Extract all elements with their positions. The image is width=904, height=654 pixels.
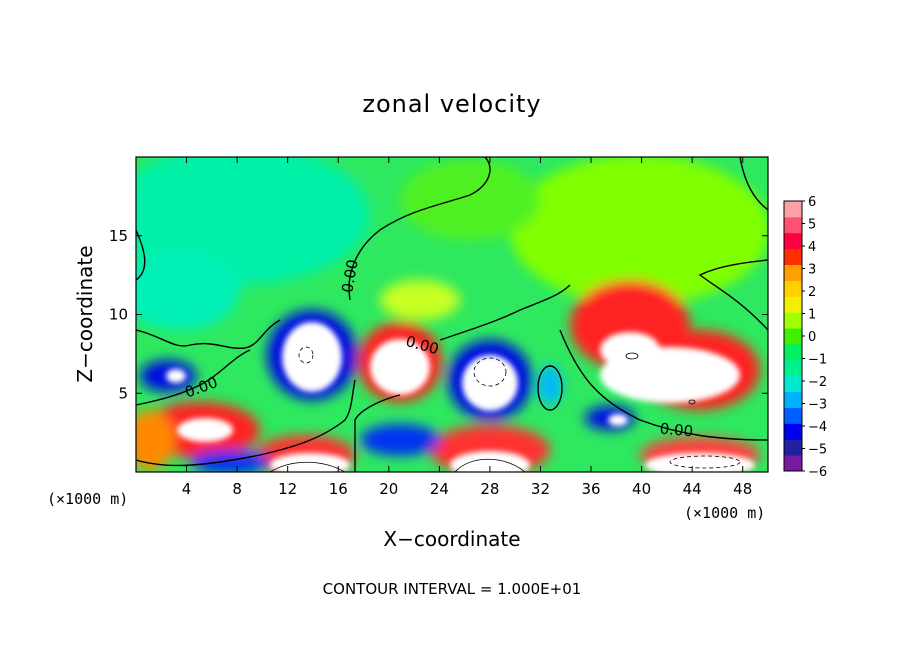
colorbar-tick-label: −3 [808, 398, 827, 413]
colorbar-segment [784, 216, 802, 234]
x-tick-label: 40 [632, 480, 651, 498]
colorbar-tick-label: −5 [808, 443, 827, 458]
x-tick-label: 20 [379, 480, 398, 498]
colorbar-segment [784, 343, 802, 361]
chart-title: zonal velocity [362, 90, 541, 118]
colorbar-segment [784, 280, 802, 297]
colorbar-tick-label: −1 [808, 353, 827, 368]
y-tick-label: 10 [109, 306, 128, 324]
colorbar-segment [784, 455, 802, 472]
x-axis: 4 8 12 16 20 24 28 32 36 40 44 48 [182, 157, 752, 498]
colorbar-segment [784, 375, 802, 393]
contour-labels: 0.00 0.00 0.00 0.00 [183, 258, 694, 440]
colorbar-tick-label: −2 [808, 375, 827, 390]
x-tick-label: 24 [430, 480, 449, 498]
colorbar-tick-label: 6 [808, 195, 816, 210]
x-unit-right: (×1000 m) [684, 504, 765, 522]
colorbar-ticks: 6 5 4 3 2 1 0 −1 −2 −3 −4 −5 −6 [802, 195, 827, 480]
colorbar-tick-label: 1 [808, 308, 816, 323]
colorbar-segment [784, 201, 802, 218]
colorbar-tick-label: 0 [808, 330, 816, 345]
contour-label: 0.00 [338, 258, 362, 294]
x-tick-label: 28 [480, 480, 499, 498]
colorbar-segment [784, 232, 802, 250]
colorbar-tick-label: 3 [808, 263, 816, 278]
x-tick-label: 32 [531, 480, 550, 498]
x-tick-label: 48 [733, 480, 752, 498]
colorbar [783, 200, 803, 472]
x-unit-left: (×1000 m) [47, 490, 128, 508]
heatmap-field [136, 157, 768, 472]
colorbar-segment [784, 407, 802, 424]
colorbar-segment [784, 391, 802, 408]
colorbar-segment [784, 264, 802, 281]
colorbar-tick-label: −6 [808, 465, 827, 480]
x-axis-label: X−coordinate [383, 527, 520, 551]
x-tick-label: 4 [182, 480, 192, 498]
y-axis-label: Z−coordinate [73, 245, 97, 382]
colorbar-segment [784, 439, 802, 456]
colorbar-segment [784, 296, 802, 313]
colorbar-segment [784, 423, 802, 440]
colorbar-tick-label: 5 [808, 218, 816, 233]
colorbar-segment [784, 328, 802, 345]
y-tick-label: 15 [109, 227, 128, 245]
colorbar-tick-label: −4 [808, 420, 827, 435]
contour-label: 0.00 [659, 420, 694, 441]
colorbar-segment [784, 359, 802, 377]
y-axis: 5 10 15 [109, 227, 768, 402]
colorbar-segment [784, 248, 802, 266]
contour-interval-note: CONTOUR INTERVAL = 1.000E+01 [323, 580, 582, 598]
y-tick-label: 5 [118, 384, 128, 402]
x-tick-label: 12 [278, 480, 297, 498]
colorbar-segment [784, 312, 802, 329]
x-tick-label: 36 [581, 480, 600, 498]
x-tick-label: 16 [329, 480, 348, 498]
x-tick-label: 44 [683, 480, 702, 498]
x-tick-label: 8 [232, 480, 242, 498]
colorbar-tick-label: 2 [808, 285, 816, 300]
colorbar-tick-label: 4 [808, 240, 816, 255]
